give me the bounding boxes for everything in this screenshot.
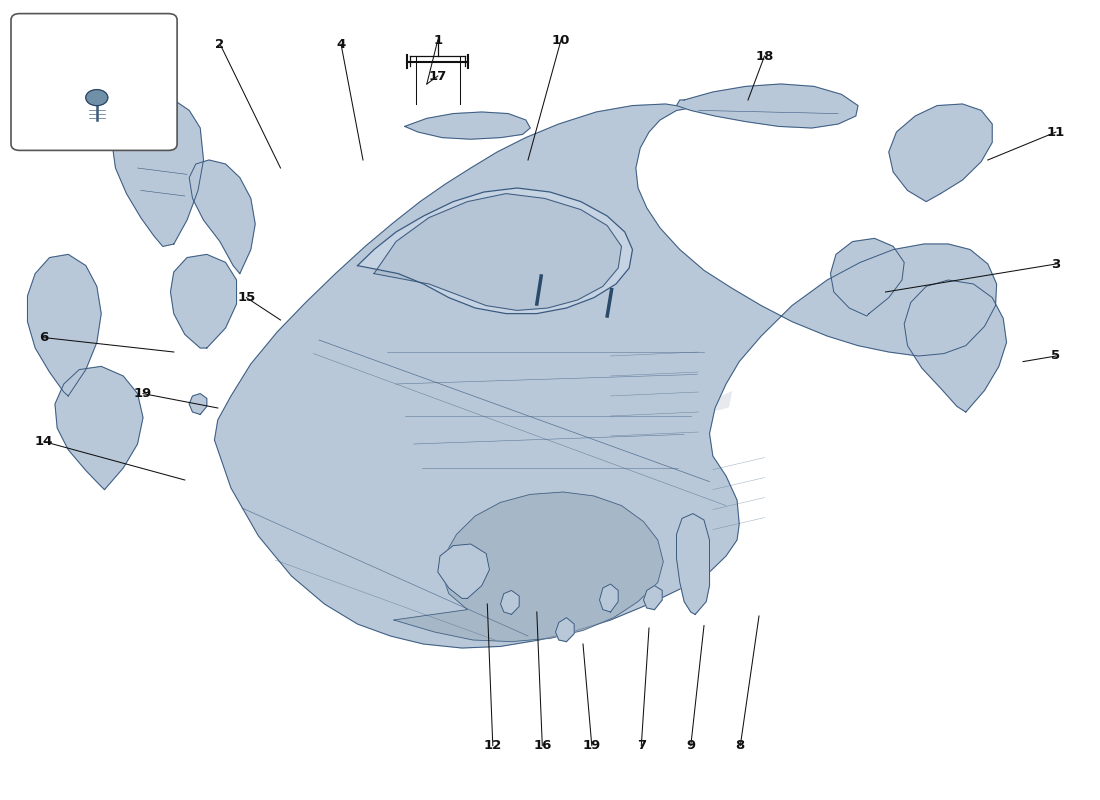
Polygon shape [438,544,490,598]
Text: 19: 19 [583,739,601,752]
Text: 17: 17 [429,70,447,82]
Polygon shape [405,112,530,139]
Polygon shape [214,104,997,648]
Polygon shape [830,238,904,316]
Text: 19: 19 [134,387,152,400]
Text: 7: 7 [637,739,646,752]
Text: 6: 6 [40,331,48,344]
Polygon shape [556,618,574,642]
Polygon shape [374,194,621,310]
Text: 11: 11 [1047,126,1065,138]
Text: 10: 10 [552,34,570,46]
Text: 5: 5 [1052,350,1060,362]
Text: a part: a part [334,475,458,517]
Text: 1: 1 [433,34,442,46]
Polygon shape [500,590,519,614]
FancyBboxPatch shape [11,14,177,150]
Polygon shape [676,514,710,614]
Circle shape [86,90,108,106]
Text: 16: 16 [534,739,551,752]
Polygon shape [170,254,236,348]
Text: 13: 13 [52,38,69,50]
Text: EUROC: EUROC [358,335,742,433]
Polygon shape [189,160,255,274]
Polygon shape [394,492,663,642]
Text: 8: 8 [736,739,745,752]
Polygon shape [189,394,207,414]
Polygon shape [600,584,618,612]
Polygon shape [112,98,204,246]
Polygon shape [904,280,1006,412]
Text: 2: 2 [216,38,224,50]
Text: 15: 15 [238,291,255,304]
Text: 18: 18 [756,50,773,62]
Polygon shape [358,188,632,314]
Polygon shape [676,84,858,128]
Polygon shape [55,366,143,490]
Text: 14: 14 [35,435,53,448]
Text: 12: 12 [484,739,502,752]
Polygon shape [889,104,992,202]
Text: 9: 9 [686,739,695,752]
Text: 3: 3 [1052,258,1060,270]
Polygon shape [28,254,101,396]
Polygon shape [644,586,662,610]
Text: 4: 4 [337,38,345,50]
